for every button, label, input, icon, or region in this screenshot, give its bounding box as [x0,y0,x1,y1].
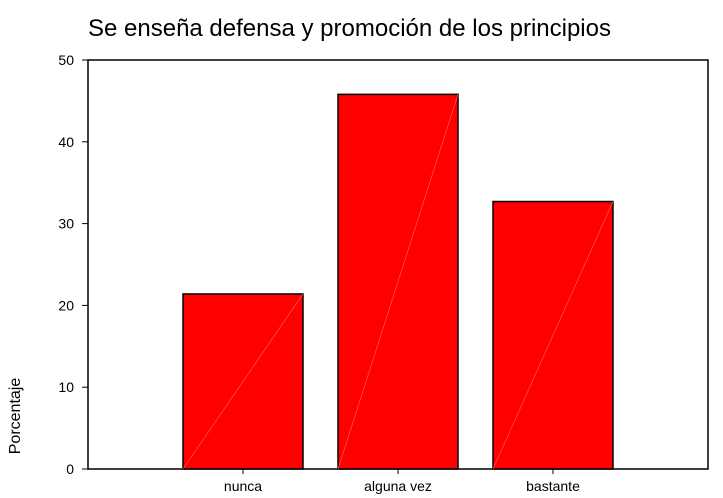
y-tick-label: 30 [58,216,74,232]
y-tick-label: 50 [58,52,74,68]
x-tick-label: alguna vez [364,478,432,494]
bar-diagonal-artifact [492,201,614,470]
y-tick-label: 20 [58,297,74,313]
y-axis: 0 10 20 30 40 50 [58,52,88,477]
bars [182,93,614,470]
chart-title: Se enseña defensa y promoción de los pri… [88,15,611,42]
bar-diagonal-artifact [182,293,304,470]
bar-diagonal-artifact [337,94,459,470]
y-axis-label: Porcentaje [7,378,24,455]
x-tick-label: bastante [526,478,580,494]
x-tick-label: nunca [224,478,262,494]
y-tick-label: 10 [58,379,74,395]
y-tick-label: 40 [58,134,74,150]
y-tick-label: 0 [66,461,74,477]
x-axis: nunca alguna vez bastante [224,469,580,494]
